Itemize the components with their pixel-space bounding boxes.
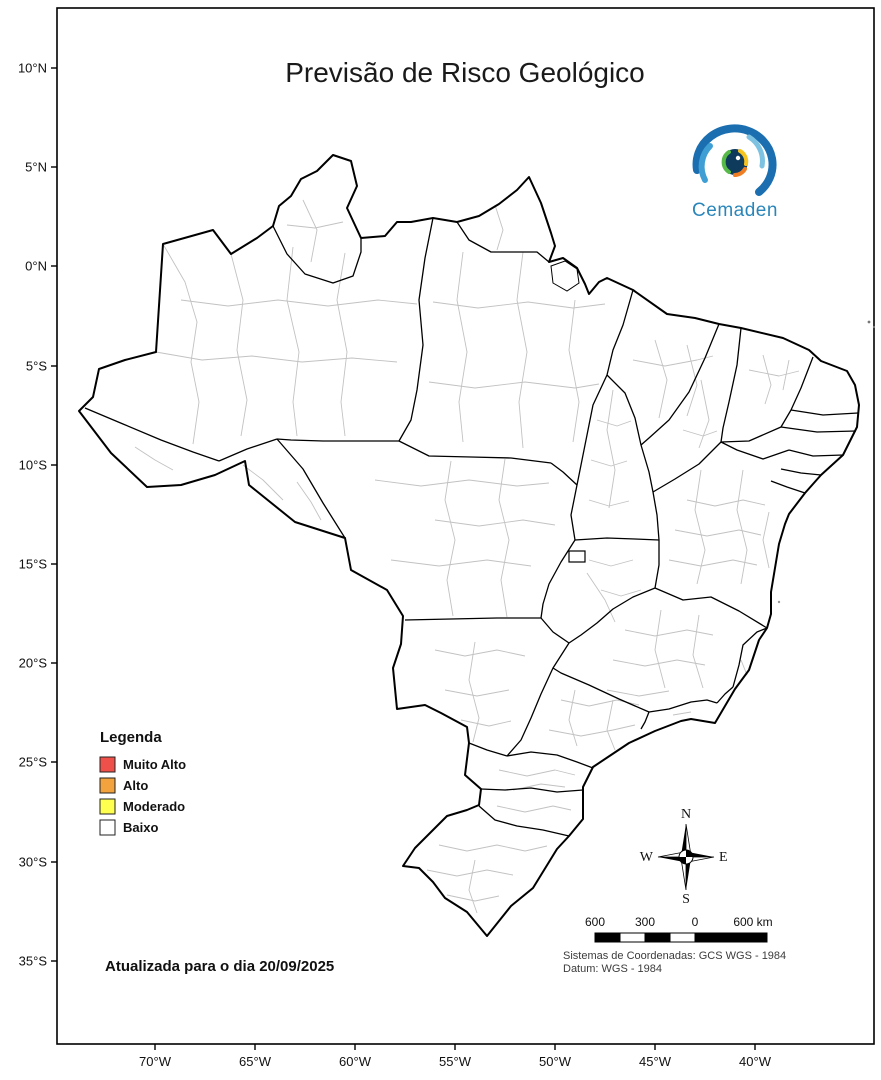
lon-tick-label: 65°W bbox=[239, 1054, 272, 1069]
lat-tick-label: 15°S bbox=[19, 557, 48, 572]
compass-rose-icon: N E S W bbox=[640, 807, 728, 907]
marajo-island bbox=[550, 260, 580, 292]
lon-tick-label: 50°W bbox=[539, 1054, 572, 1069]
legend-item-label: Muito Alto bbox=[123, 757, 186, 772]
compass-north-label: N bbox=[681, 807, 691, 822]
scale-label: 0 bbox=[692, 915, 699, 929]
lon-tick-label: 45°W bbox=[639, 1054, 672, 1069]
legend-swatch-moderado bbox=[99, 798, 116, 815]
compass-south-label: S bbox=[682, 892, 690, 907]
legend-item-label: Baixo bbox=[123, 820, 158, 835]
compass-east-label: E bbox=[719, 850, 728, 865]
lat-tick-label: 0°N bbox=[25, 259, 47, 274]
map-title: Previsão de Risco Geológico bbox=[285, 57, 645, 88]
legend-swatch-alto bbox=[99, 777, 116, 794]
country-outline bbox=[78, 154, 860, 937]
lat-tick-label: 35°S bbox=[19, 954, 48, 969]
scale-label: 300 bbox=[635, 915, 655, 929]
compass-west-label: W bbox=[640, 850, 654, 865]
state-boundaries bbox=[84, 217, 859, 837]
legend-item-label: Moderado bbox=[123, 799, 185, 814]
intermediate-region-boundaries bbox=[134, 199, 800, 914]
coordinate-system-note: Sistemas de Coordenadas: GCS WGS - 1984 … bbox=[563, 950, 786, 975]
scale-bar: 600 300 0 600 km bbox=[585, 915, 773, 943]
lat-tick-label: 20°S bbox=[19, 656, 48, 671]
lat-tick-label: 25°S bbox=[19, 755, 48, 770]
lon-tick-label: 55°W bbox=[439, 1054, 472, 1069]
offshore-island-dot bbox=[867, 320, 871, 324]
lat-tick-label: 5°S bbox=[26, 359, 47, 374]
map-frame-border bbox=[56, 7, 875, 1045]
legend-swatch-baixo bbox=[99, 819, 116, 836]
lat-tick-label: 10°S bbox=[19, 458, 48, 473]
crs-line1: Sistemas de Coordenadas: GCS WGS - 1984 bbox=[563, 950, 786, 962]
update-note: Atualizada para o dia 20/09/2025 bbox=[105, 958, 334, 975]
scale-label: 600 bbox=[585, 915, 605, 929]
crs-line2: Datum: WGS - 1984 bbox=[563, 963, 662, 975]
offshore-island-dot bbox=[777, 600, 781, 604]
scale-label: 600 km bbox=[733, 915, 772, 929]
legend-title: Legenda bbox=[100, 729, 162, 746]
distrito-federal-boundary bbox=[568, 550, 586, 563]
lon-tick-label: 40°W bbox=[739, 1054, 772, 1069]
legend-swatch-muito-alto bbox=[99, 756, 116, 773]
axis-ticks: 10°N 5°N 0°N 5°S 10°S 15°S 20°S 25°S 30°S 35°S 70°… bbox=[18, 61, 772, 1070]
country-fill bbox=[79, 155, 859, 936]
lon-tick-label: 60°W bbox=[339, 1054, 372, 1069]
legend: Legenda Muito Alto Alto Moderado Baixo bbox=[99, 729, 186, 836]
brazil-map bbox=[78, 154, 876, 937]
lon-tick-label: 70°W bbox=[139, 1054, 172, 1069]
lat-tick-label: 10°N bbox=[18, 61, 47, 76]
lat-tick-label: 30°S bbox=[19, 855, 48, 870]
legend-item-label: Alto bbox=[123, 778, 148, 793]
cemaden-wordmark: Cemaden bbox=[692, 200, 778, 221]
offshore-island-dot bbox=[872, 325, 876, 329]
cemaden-logo-icon bbox=[692, 124, 777, 196]
lat-tick-label: 5°N bbox=[25, 160, 47, 175]
